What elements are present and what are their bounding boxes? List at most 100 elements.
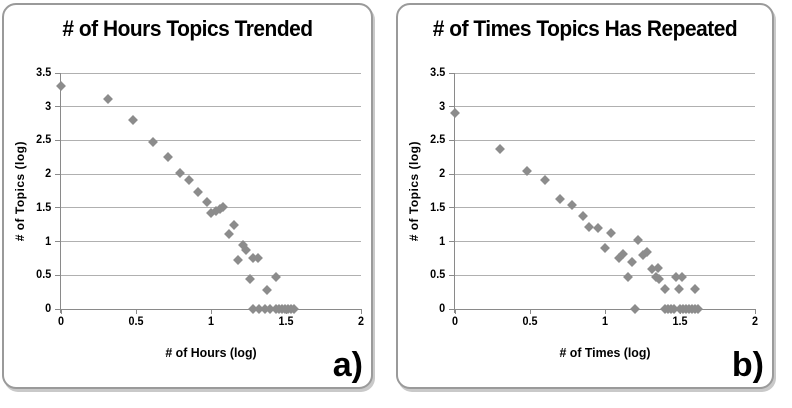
x-axis-title: # of Times (log) xyxy=(559,345,651,360)
chart-panel-a: # of Hours Topics Trended # of Topics (l… xyxy=(2,3,373,389)
gridline xyxy=(61,241,361,243)
y-tick-mark xyxy=(55,207,61,209)
x-tick-label: 1 xyxy=(207,314,215,328)
x-tick-label: 1.5 xyxy=(278,314,294,328)
y-tick-mark xyxy=(55,72,61,74)
y-tick-label: 0 xyxy=(45,301,52,315)
x-tick-label: 2 xyxy=(751,314,759,328)
panel-label: b) xyxy=(731,346,764,384)
chart-title: # of Times Topics Has Repeated xyxy=(432,16,738,41)
data-point xyxy=(592,223,603,234)
y-tick-label: 3.5 xyxy=(430,65,446,79)
plot-area: 0 0.5 1 1.5 2 2.5 3 3.5 0 0.5 1 1.5 2 xyxy=(430,65,758,328)
data-point xyxy=(630,304,640,314)
gridline xyxy=(455,207,755,209)
data-point xyxy=(56,81,66,92)
data-point xyxy=(495,143,505,154)
data-point xyxy=(540,174,550,185)
gridline xyxy=(455,106,755,108)
gridline xyxy=(455,72,755,74)
y-tick-label: 1 xyxy=(439,233,446,248)
y-tick-mark xyxy=(449,207,455,209)
data-point xyxy=(606,228,616,239)
x-tick-label: 2 xyxy=(357,314,365,328)
data-point xyxy=(660,283,670,294)
data-point xyxy=(633,235,643,246)
data-point xyxy=(690,283,700,294)
y-tick-mark xyxy=(55,241,61,243)
data-point xyxy=(577,210,588,221)
gridline xyxy=(455,241,755,243)
data-point xyxy=(522,166,532,177)
data-point xyxy=(673,283,684,294)
y-tick-mark xyxy=(449,72,455,74)
y-axis-title-text: # of Topics (log) xyxy=(13,140,27,242)
gridline xyxy=(61,72,361,74)
y-tick-mark xyxy=(449,241,455,243)
y-axis-title-text: # of Topics (log) xyxy=(407,140,421,242)
x-tick-mark xyxy=(360,309,362,314)
data-point xyxy=(174,168,185,179)
x-tick-mark xyxy=(604,309,606,314)
y-tick-label: 3 xyxy=(45,98,52,113)
data-point xyxy=(261,285,272,296)
y-tick-label: 1.5 xyxy=(430,199,446,214)
y-tick-mark xyxy=(449,106,455,108)
x-tick-label: 0.5 xyxy=(128,314,144,328)
gridline xyxy=(61,139,361,141)
gridline xyxy=(455,173,755,175)
y-tick-mark xyxy=(55,106,61,108)
data-point xyxy=(233,255,243,266)
gridline xyxy=(455,139,755,141)
y-tick-mark xyxy=(55,173,61,175)
gridline xyxy=(61,274,361,276)
y-tick-label: 2 xyxy=(439,166,446,181)
x-tick-mark xyxy=(135,309,137,314)
y-axis-line xyxy=(60,73,61,313)
y-tick-label: 0.5 xyxy=(36,267,52,282)
data-point xyxy=(183,174,194,185)
data-point xyxy=(102,93,113,104)
data-point xyxy=(555,194,565,205)
y-tick-label: 3 xyxy=(439,98,446,113)
data-point xyxy=(147,136,158,147)
data-point xyxy=(600,243,610,254)
data-point xyxy=(162,151,173,162)
y-tick-label: 1 xyxy=(45,233,52,248)
x-tick-label: 0.5 xyxy=(522,314,538,328)
x-axis-title: # of Hours (log) xyxy=(165,345,257,360)
gridline xyxy=(61,173,361,175)
y-tick-mark xyxy=(449,274,455,276)
y-tick-mark xyxy=(449,173,455,175)
x-tick-mark xyxy=(454,309,456,314)
data-point xyxy=(627,256,637,267)
y-tick-mark xyxy=(449,308,455,310)
y-tick-label: 2 xyxy=(45,166,52,181)
x-tick-mark xyxy=(60,309,62,314)
gridline xyxy=(61,106,361,108)
data-point xyxy=(201,196,212,207)
data-point xyxy=(450,108,460,119)
plot-area: 0 0.5 1 1.5 2 2.5 3 3.5 0 0.5 1 1.5 2 xyxy=(36,65,364,328)
x-tick-label: 0 xyxy=(57,314,65,328)
chart-panel-b: # of Times Topics Has Repeated # of Topi… xyxy=(396,3,774,389)
data-point xyxy=(228,219,239,230)
y-tick-mark xyxy=(55,308,61,310)
x-tick-mark xyxy=(529,309,531,314)
data-point xyxy=(192,186,203,197)
y-tick-label: 3.5 xyxy=(36,65,52,79)
x-tick-mark xyxy=(210,309,212,314)
x-tick-label: 1 xyxy=(601,314,609,328)
x-tick-mark xyxy=(754,309,756,314)
y-tick-label: 2.5 xyxy=(36,132,52,147)
chart-title: # of Hours Topics Trended xyxy=(62,16,313,41)
gridline xyxy=(455,274,755,276)
y-tick-mark xyxy=(55,139,61,141)
y-tick-label: 2.5 xyxy=(430,132,446,147)
y-tick-label: 0 xyxy=(439,301,446,315)
x-tick-label: 1.5 xyxy=(672,314,688,328)
data-point xyxy=(270,271,281,282)
y-tick-mark xyxy=(449,139,455,141)
y-tick-mark xyxy=(55,274,61,276)
